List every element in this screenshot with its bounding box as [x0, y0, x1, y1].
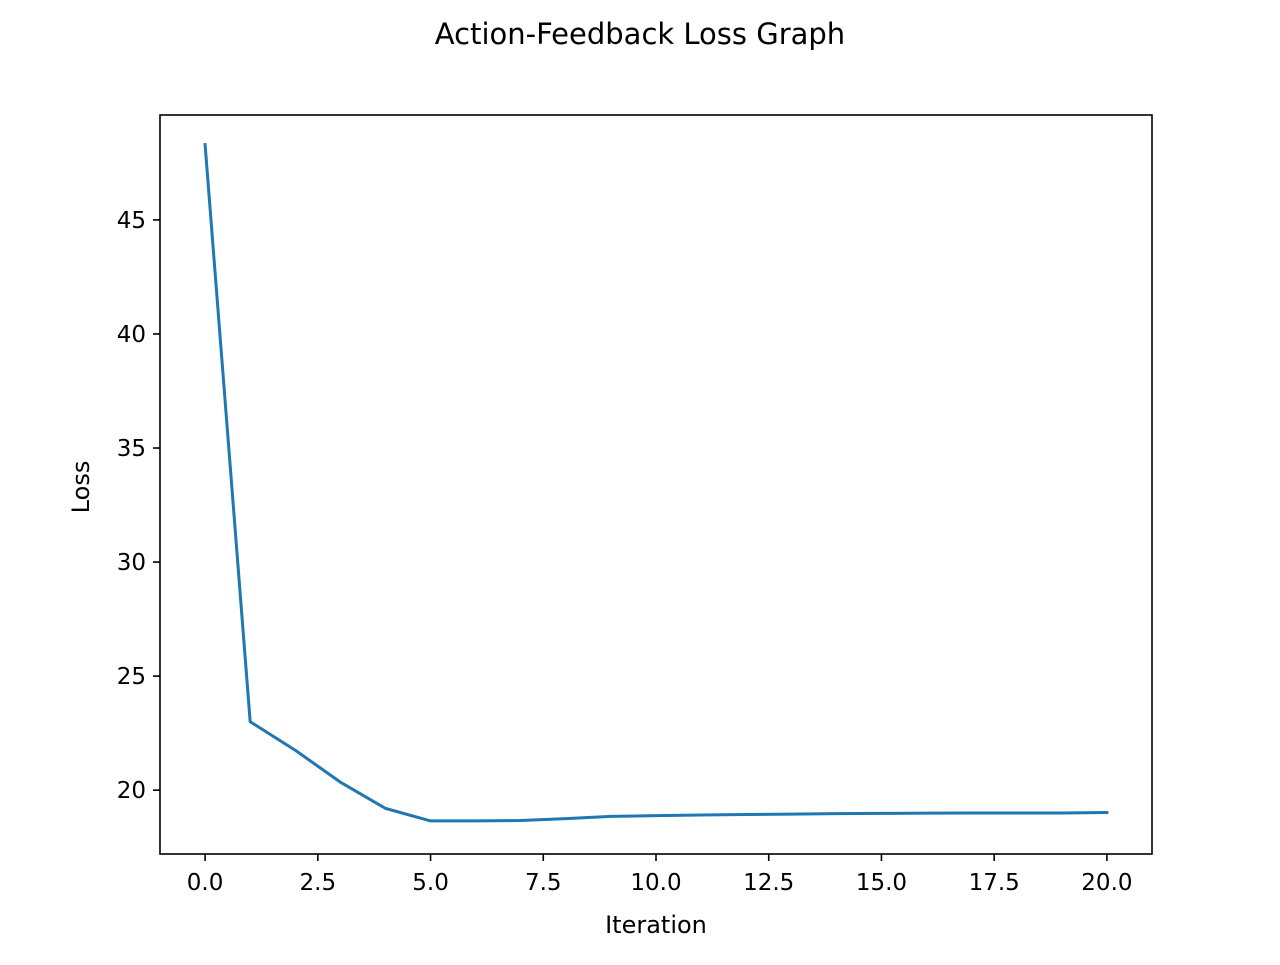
axes-frame [159, 114, 1153, 855]
x-tick-label: 0.0 [187, 870, 224, 896]
x-tick-label: 2.5 [300, 870, 337, 896]
chart-title: Action-Feedback Loss Graph [435, 17, 845, 51]
x-tick-label: 15.0 [856, 870, 907, 896]
x-tick-label: 7.5 [525, 870, 562, 896]
y-axis-ticks: 20 25 30 35 40 45 [117, 208, 160, 804]
x-tick-label: 10.0 [630, 870, 681, 896]
x-axis-ticks: 0.0 2.5 5.0 7.5 10.0 12.5 15.0 17.5 20.0 [187, 854, 1133, 896]
x-tick-label: 17.5 [969, 870, 1020, 896]
y-tick-label: 45 [117, 208, 146, 234]
y-tick-label: 20 [117, 778, 146, 804]
y-tick-label: 25 [117, 664, 146, 690]
y-axis-label: Loss [67, 461, 95, 514]
x-axis-label: Iteration [605, 911, 707, 939]
x-tick-label: 12.5 [743, 870, 794, 896]
plot-area [203, 143, 1109, 823]
x-tick-label: 20.0 [1081, 870, 1132, 896]
loss-series-line [203, 143, 1109, 823]
y-tick-label: 35 [117, 436, 146, 462]
y-tick-label: 30 [117, 550, 146, 576]
y-tick-label: 40 [117, 322, 146, 348]
x-tick-label: 5.0 [412, 870, 449, 896]
